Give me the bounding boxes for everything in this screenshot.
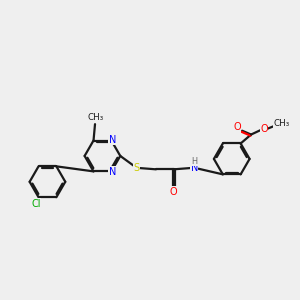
Text: O: O xyxy=(260,124,268,134)
Text: N: N xyxy=(190,163,198,173)
Text: CH₃: CH₃ xyxy=(273,119,290,128)
Text: Cl: Cl xyxy=(32,199,41,209)
Text: N: N xyxy=(109,135,116,145)
Text: H: H xyxy=(191,157,197,166)
Text: O: O xyxy=(170,187,178,196)
Text: O: O xyxy=(233,122,241,132)
Text: N: N xyxy=(109,167,116,177)
Text: S: S xyxy=(134,163,140,173)
Text: CH₃: CH₃ xyxy=(88,113,104,122)
